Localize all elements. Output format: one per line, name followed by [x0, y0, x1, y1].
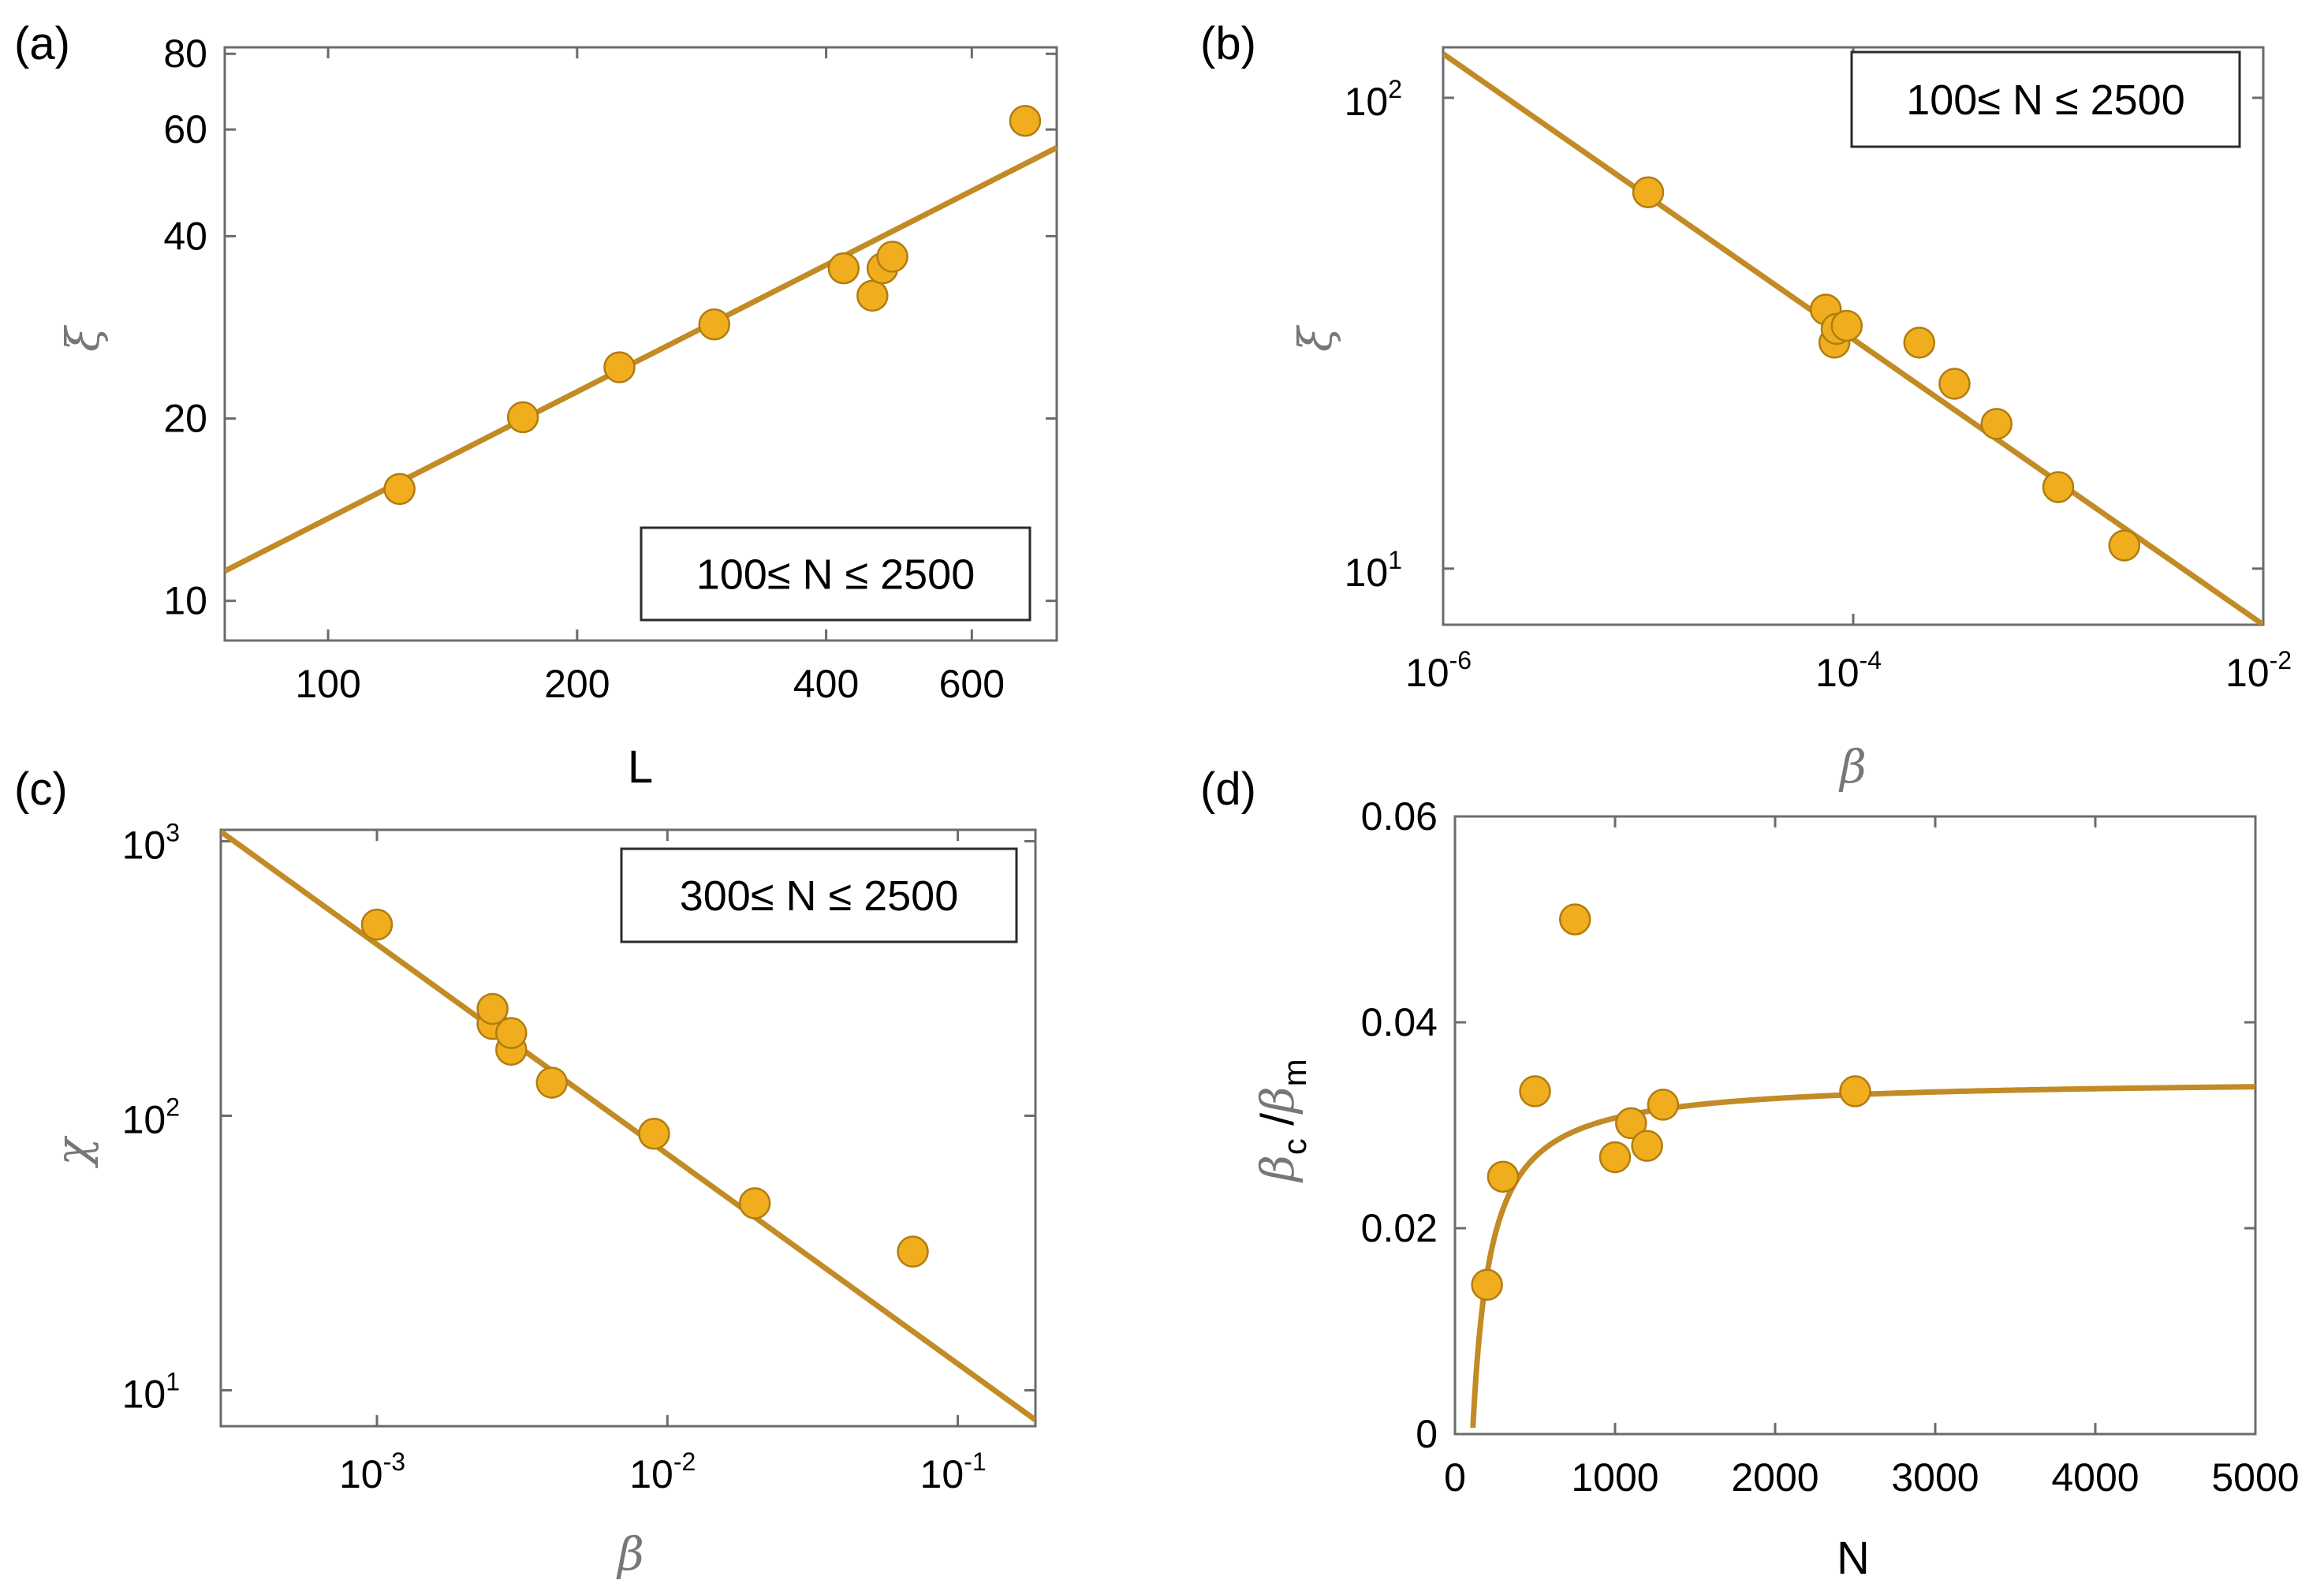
data-point — [495, 1017, 528, 1049]
y-axis-label: χ — [46, 1136, 99, 1169]
y-tick-label: 80 — [163, 32, 207, 76]
y-axis-label: βc /βm — [1251, 1059, 1313, 1182]
legend-box — [620, 847, 1018, 943]
panel-d: (d) 0 1000 2000 3000 4000 5000 0 0.02 0.04 0.06 Nβc… — [1200, 764, 2300, 1584]
data-point — [698, 308, 731, 341]
y-tick-label: 20 — [163, 397, 207, 441]
panel-c: (c) 10-3 10-2 10-1 101 102 103 β χ 300≤ N ≤ 2500 — [14, 764, 1037, 1581]
x-tick-label: 10-3 — [339, 1447, 405, 1496]
data-point — [876, 241, 908, 273]
x-tick-label: 200 — [544, 662, 610, 706]
data-point — [2108, 529, 2141, 562]
x-tick-label: 10-2 — [2225, 646, 2292, 695]
axes-frame — [219, 828, 1037, 1428]
panel-label: (d) — [1200, 764, 1256, 815]
data-point — [738, 1187, 771, 1220]
x-tick-label: 1000 — [1571, 1455, 1658, 1500]
x-tick-label: 0 — [1444, 1455, 1466, 1500]
data-point — [1487, 1160, 1520, 1193]
data-point — [856, 279, 889, 312]
fit-line — [225, 145, 1057, 574]
y-tick-label: 10 — [163, 579, 207, 623]
y-tick-label: 0.02 — [1361, 1206, 1438, 1250]
data-point — [1519, 1075, 1551, 1108]
x-tick-label: 5000 — [2211, 1455, 2299, 1500]
legend-box — [640, 526, 1031, 622]
y-axis-label: ξ — [1289, 324, 1342, 352]
x-axis-label: β — [616, 1527, 644, 1581]
data-point — [1631, 1130, 1663, 1162]
y-tick-label: 102 — [1345, 75, 1402, 124]
data-point — [1009, 104, 1042, 137]
data-point — [827, 252, 860, 285]
data-point — [1938, 368, 1971, 400]
x-axis-label: L — [628, 741, 653, 793]
panel-label: (c) — [14, 764, 68, 815]
data-point — [1903, 327, 1936, 359]
panel-b: (b) 10-6 10-4 10-2 101 102 β ξ 100≤ N ≤ 2500 — [1200, 18, 2292, 794]
x-tick-label: 10-4 — [1815, 646, 1882, 695]
panel-a: (a) 100 200 400 600 10 20 40 60 80 Lξ 100≤ N ≤ 2500 — [14, 18, 1058, 793]
x-tick-label: 10-6 — [1405, 646, 1472, 695]
legend-box — [1850, 50, 2241, 148]
data-point — [1615, 1107, 1647, 1140]
y-tick-label: 0.06 — [1361, 794, 1438, 839]
data-point — [476, 992, 509, 1025]
data-point — [1471, 1268, 1503, 1302]
data-point — [506, 401, 539, 434]
panel-label: (b) — [1200, 18, 1256, 69]
y-tick-label: 103 — [122, 818, 180, 867]
data-point — [1598, 1141, 1632, 1174]
data-point — [535, 1066, 568, 1099]
x-tick-label: 10-2 — [629, 1447, 696, 1496]
y-axis-label: ξ — [56, 324, 110, 352]
axes-frame — [1453, 815, 2257, 1436]
data-point — [1839, 1075, 1871, 1108]
data-point — [2042, 471, 2075, 503]
x-tick-label: 600 — [939, 662, 1005, 706]
legend-text: 300≤ N ≤ 2500 — [680, 872, 959, 920]
x-axis-label: N — [1837, 1533, 1870, 1584]
panel-label: (a) — [14, 18, 70, 69]
y-tick-label: 40 — [163, 214, 207, 258]
data-point — [360, 908, 394, 941]
data-point — [897, 1235, 929, 1268]
y-tick-label: 0.04 — [1361, 1000, 1438, 1044]
x-axis-label: β — [1838, 740, 1867, 794]
y-tick-label: 0 — [1416, 1412, 1438, 1456]
data-point — [1647, 1089, 1680, 1121]
axes-frame — [223, 46, 1058, 642]
data-point — [1830, 309, 1863, 342]
data-point — [603, 351, 636, 383]
y-tick-label: 101 — [122, 1367, 180, 1416]
x-tick-label: 400 — [793, 662, 859, 706]
y-tick-label: 60 — [163, 107, 207, 151]
data-point — [638, 1117, 670, 1150]
x-tick-label: 2000 — [1731, 1455, 1819, 1500]
data-point — [1980, 408, 2013, 440]
legend-text: 100≤ N ≤ 2500 — [1906, 77, 2185, 124]
legend-text: 100≤ N ≤ 2500 — [696, 551, 975, 599]
y-tick-label: 101 — [1345, 546, 1402, 595]
x-tick-label: 10-1 — [920, 1447, 987, 1496]
data-point — [383, 473, 416, 506]
fit-line — [221, 830, 1035, 1422]
x-tick-label: 3000 — [1891, 1455, 1979, 1500]
fit-line — [1470, 1084, 2255, 1429]
data-point — [1559, 903, 1591, 936]
y-tick-label: 102 — [122, 1093, 180, 1141]
x-tick-label: 4000 — [2051, 1455, 2139, 1500]
x-tick-label: 100 — [295, 662, 360, 706]
data-point — [1632, 176, 1665, 209]
